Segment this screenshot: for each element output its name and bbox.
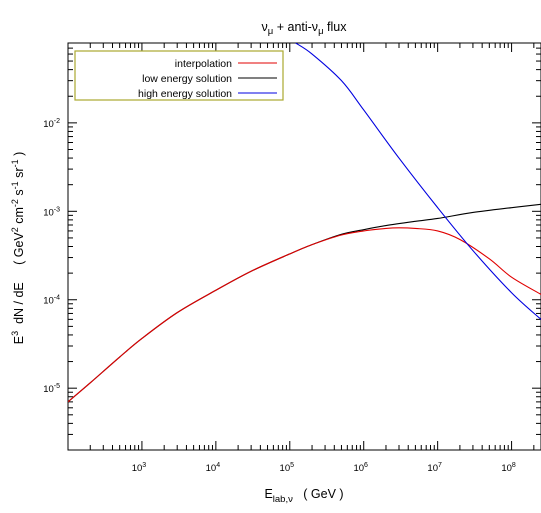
x-tick-label: 108 [501, 462, 516, 474]
legend-label-interpolation: interpolation [175, 58, 232, 70]
x-tick-label: 106 [353, 462, 368, 474]
x-tick-label: 107 [427, 462, 442, 474]
legend-label-low-energy-solution: low energy solution [142, 73, 232, 85]
y-axis-label: E3 dN / dE ( GeV2 cm-2 s-1 sr-1 ) [10, 152, 26, 344]
y-tick-label: 10-3 [43, 206, 60, 218]
legend-label-high-energy-solution: high energy solution [138, 88, 232, 100]
y-tick-label: 10-5 [43, 383, 60, 395]
series-line-interpolation [68, 227, 541, 403]
x-tick-label: 105 [280, 462, 295, 474]
x-tick-label: 103 [132, 462, 147, 474]
y-tick-label: 10-2 [43, 118, 60, 130]
y-tick-label: 10-4 [43, 295, 60, 307]
chart-title: νμ + anti-νμ flux [262, 20, 348, 37]
legend-box [74, 50, 284, 101]
x-tick-label: 104 [206, 462, 221, 474]
plot-area: 103 104 105 106 107 108 10-5 10-4 10-3 10-2 interp… [43, 42, 541, 474]
series-line-high-energy-solution [295, 43, 541, 320]
x-axis-label: Elab,ν ( GeV ) [264, 487, 343, 505]
